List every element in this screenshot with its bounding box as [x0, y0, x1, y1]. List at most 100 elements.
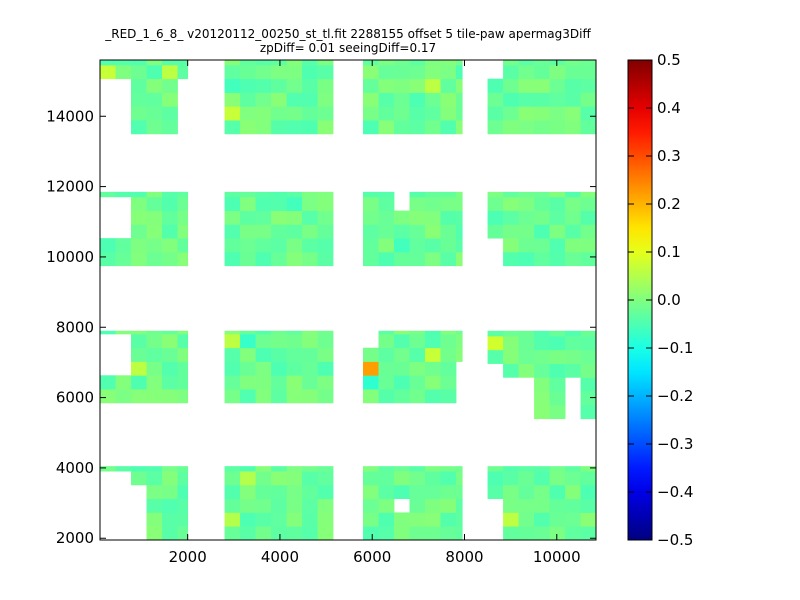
heatmap-cell	[378, 512, 395, 527]
heatmap-cell	[425, 120, 441, 135]
heatmap-cell	[131, 389, 147, 404]
colorbar-tick-label: 0.3	[657, 147, 681, 165]
heatmap-cell	[425, 60, 441, 66]
heatmap-cell	[518, 512, 535, 527]
heatmap-cell	[394, 64, 410, 80]
heatmap-cell	[224, 210, 241, 225]
heatmap-cell	[409, 526, 426, 541]
heatmap-cell	[518, 106, 535, 121]
heatmap-cell	[518, 120, 535, 135]
heatmap-cell	[146, 498, 163, 513]
heatmap-cell	[440, 120, 457, 135]
heatmap-cell	[146, 120, 163, 135]
colorbar-tick-label: 0.5	[657, 51, 681, 69]
heatmap-cell	[456, 191, 463, 198]
heatmap-cell	[115, 251, 132, 267]
heatmap-cell	[378, 389, 395, 404]
heatmap-cell	[425, 526, 441, 541]
heatmap-cell	[317, 191, 334, 198]
heatmap-cell	[240, 498, 256, 513]
heatmap-cell	[394, 375, 410, 390]
heatmap-cell	[503, 335, 519, 351]
heatmap-cell	[131, 330, 147, 335]
heatmap-cell	[286, 526, 303, 541]
heatmap-cell	[549, 78, 566, 93]
heatmap-cell	[131, 251, 147, 267]
heatmap-cell	[363, 92, 379, 107]
heatmap-cell	[378, 361, 395, 376]
heatmap-cell	[378, 106, 395, 121]
heatmap-cell	[518, 92, 535, 107]
heatmap-cell	[177, 526, 189, 541]
heatmap-cell	[131, 210, 147, 225]
heatmap-cell	[549, 498, 566, 513]
heatmap-cell	[503, 330, 519, 337]
heatmap-cell	[162, 210, 178, 225]
heatmap-cell	[549, 238, 566, 253]
heatmap-cell	[409, 361, 426, 376]
heatmap-cell	[271, 64, 287, 80]
heatmap-cell	[456, 512, 463, 527]
heatmap-cell	[440, 238, 457, 253]
heatmap-cell	[286, 330, 303, 335]
heatmap-cell	[363, 484, 379, 500]
heatmap-cell	[394, 251, 410, 267]
heatmap-cell	[146, 60, 163, 66]
heatmap-cell	[549, 404, 566, 420]
heatmap-cell	[534, 377, 550, 392]
heatmap-cell	[409, 64, 426, 80]
heatmap-cell	[518, 330, 535, 337]
heatmap-cell	[363, 210, 379, 225]
heatmap-cell	[224, 466, 241, 472]
heatmap-cell	[302, 484, 318, 500]
heatmap-cell	[425, 330, 441, 335]
heatmap-cell	[378, 196, 395, 211]
heatmap-cell	[271, 466, 287, 472]
heatmap-cell	[240, 389, 256, 404]
heatmap-cell	[440, 106, 457, 121]
heatmap-cell	[363, 498, 379, 513]
heatmap-cell	[565, 363, 581, 378]
heatmap-cell	[456, 210, 463, 225]
heatmap-cell	[224, 120, 241, 135]
colorbar-tick-label: 0.2	[657, 195, 681, 213]
x-tick-label: 4000	[261, 548, 299, 566]
heatmap-cell	[549, 196, 566, 211]
heatmap-cell	[394, 361, 410, 376]
heatmap-cell	[425, 196, 441, 211]
heatmap-cell	[565, 120, 581, 135]
heatmap-cell	[503, 251, 519, 267]
heatmap-cell	[255, 196, 272, 211]
heatmap-cell	[146, 466, 163, 472]
heatmap-cell	[271, 224, 287, 239]
heatmap-cell	[271, 498, 287, 513]
heatmap-cell	[271, 512, 287, 527]
heatmap-cell	[456, 238, 463, 253]
heatmap-cell	[302, 466, 318, 472]
heatmap-cell	[224, 191, 241, 198]
heatmap-cell	[302, 196, 318, 211]
heatmap-cell	[146, 333, 163, 349]
heatmap-cell	[503, 78, 519, 93]
heatmap-cell	[302, 512, 318, 527]
heatmap-cell	[534, 251, 550, 267]
heatmap-cell	[271, 238, 287, 253]
heatmap-cell	[131, 196, 147, 211]
heatmap-cell	[549, 191, 566, 198]
heatmap-cell	[503, 210, 519, 225]
heatmap-cell	[302, 210, 318, 225]
heatmap-cell	[177, 224, 189, 239]
heatmap-cell	[487, 471, 504, 486]
heatmap-cell	[534, 404, 550, 420]
heatmap-cell	[240, 484, 256, 500]
heatmap-cell	[286, 64, 303, 80]
heatmap-cell	[131, 361, 147, 376]
heatmap-cell	[255, 466, 272, 472]
heatmap-cell	[440, 224, 457, 239]
heatmap-cell	[240, 512, 256, 527]
heatmap-cell	[146, 389, 163, 404]
heatmap-cell	[255, 238, 272, 253]
heatmap-cell	[177, 251, 189, 267]
heatmap-cell	[518, 471, 535, 486]
heatmap-cell	[224, 347, 241, 362]
